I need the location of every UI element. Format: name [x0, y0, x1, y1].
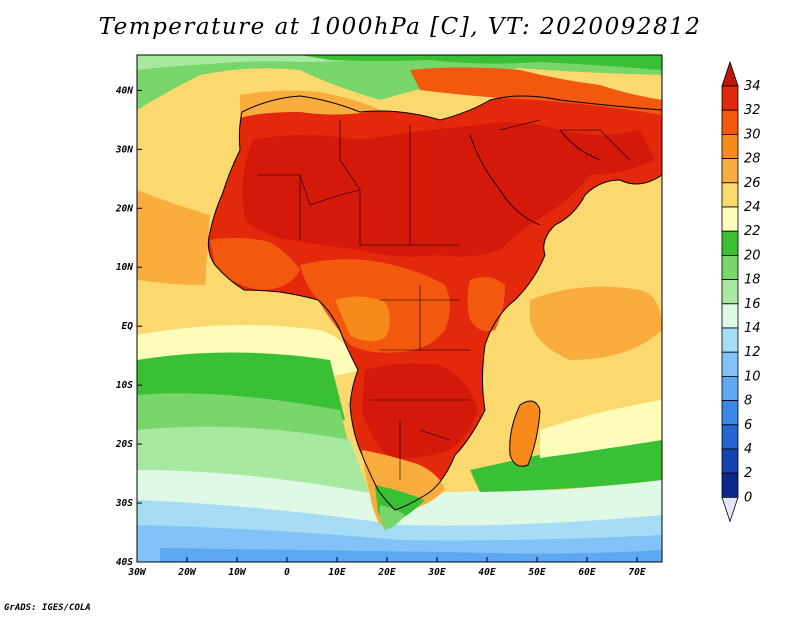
x-tick-label: 60E — [578, 567, 595, 578]
colorbar-label: 4 — [744, 442, 752, 457]
colorbar-label: 2 — [744, 466, 752, 481]
y-tick-label: 30S — [115, 498, 133, 509]
colorbar-label: 18 — [744, 273, 761, 288]
colorbar-top-arrow — [721, 60, 739, 87]
colorbar-segment — [721, 85, 739, 111]
colorbar-segment — [721, 230, 739, 256]
colorbar-label: 12 — [744, 345, 761, 360]
colorbar-segment — [721, 351, 739, 377]
colorbar-segment — [721, 158, 739, 184]
x-tick-label: 10E — [328, 567, 345, 578]
colorbar-segment — [721, 424, 739, 450]
colorbar-bottom-arrow — [721, 496, 739, 523]
y-tick-label: 20S — [115, 439, 133, 450]
x-tick-label: 50E — [528, 567, 545, 578]
colorbar-segment — [721, 133, 739, 159]
colorbar-label: 0 — [744, 490, 752, 505]
country-borders — [258, 119, 631, 480]
x-tick-label: 20W — [177, 567, 196, 578]
x-tick-label: 0 — [284, 567, 290, 578]
x-tick-label: 40E — [478, 567, 495, 578]
y-axis-ticks: 40N 30N 20N 10N EQ 10S 20S 30S 40S — [115, 85, 142, 568]
x-tick-label: 20E — [377, 567, 395, 578]
colorbar-segment — [721, 400, 739, 426]
colorbar-label: 14 — [744, 321, 761, 336]
colorbar-segment — [721, 182, 739, 208]
colorbar-label: 6 — [744, 418, 752, 433]
y-tick-label: 10N — [116, 262, 133, 273]
coastline — [207, 95, 663, 511]
colorbar-segment — [721, 448, 739, 474]
x-tick-label: 30W — [127, 567, 146, 578]
colorbar-segment — [721, 206, 739, 232]
y-tick-label: 40S — [116, 557, 133, 568]
colorbar-segment — [721, 375, 739, 401]
credit-label: GrADS: IGES/COLA — [4, 603, 91, 613]
colorbar-label: 24 — [744, 200, 761, 215]
colorbar-segment — [721, 303, 739, 329]
x-axis-ticks: 30W 20W 10W 0 10E 20E 30E 40E 50E 60E 70E — [127, 557, 646, 578]
colorbar-segment — [721, 109, 739, 135]
colorbar-label: 10 — [744, 369, 761, 384]
colorbar-segment — [721, 279, 739, 305]
colorbar-label: 34 — [744, 79, 761, 94]
y-tick-label: EQ — [122, 321, 134, 332]
y-tick-label: 40N — [116, 85, 133, 96]
y-tick-label: 30N — [115, 144, 133, 155]
x-tick-label: 30E — [427, 567, 445, 578]
colorbar-segment — [721, 472, 739, 498]
colorbar-label: 16 — [744, 297, 761, 312]
colorbar-label: 30 — [744, 127, 761, 142]
colorbar-label: 22 — [744, 224, 761, 239]
colorbar-label: 20 — [744, 248, 761, 263]
temperature-field — [137, 55, 662, 562]
y-tick-label: 20N — [115, 203, 133, 214]
colorbar-label: 28 — [744, 152, 761, 167]
x-tick-label: 70E — [628, 567, 645, 578]
colorbar-segment — [721, 327, 739, 353]
colorbar-segment — [721, 254, 739, 280]
colorbar-label: 26 — [744, 176, 761, 191]
x-tick-label: 10W — [228, 567, 246, 578]
colorbar-label: 8 — [744, 394, 752, 409]
y-tick-label: 10S — [116, 380, 133, 391]
colorbar-label: 32 — [744, 103, 761, 118]
map-title: Temperature at 1000hPa [C], VT: 20200928… — [98, 14, 702, 40]
